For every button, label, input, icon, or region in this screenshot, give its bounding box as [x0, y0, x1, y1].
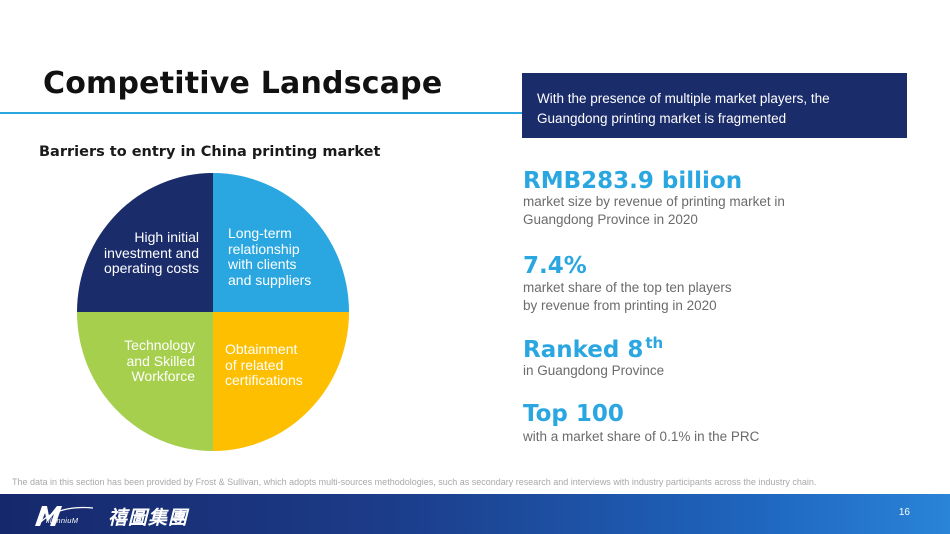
pie-label-technology: Technology and Skilled Workforce — [124, 337, 195, 384]
barriers-pie-chart — [77, 173, 349, 451]
pie-segment-certifications — [213, 312, 349, 451]
page-number: 16 — [898, 507, 910, 518]
stat-ranking-ordinal: th — [645, 334, 664, 352]
title-underline — [0, 112, 522, 114]
logo-chinese-name: 禧圖集團 — [108, 508, 189, 529]
pie-segment-investment — [77, 173, 213, 312]
pie-label-investment: High initial investment and operating co… — [104, 229, 199, 276]
footer-bar — [0, 494, 950, 534]
pie-label-relationship: Long-term relationship with clients and … — [228, 225, 312, 288]
source-note: The data in this section has been provid… — [12, 477, 817, 487]
stat-market-size-desc: market size by revenue of printing marke… — [523, 194, 785, 227]
stat-ranking-desc: in Guangdong Province — [523, 363, 665, 378]
page-title: Competitive Landscape — [43, 66, 443, 101]
stat-top-desc: with a market share of 0.1% in the PRC — [523, 429, 760, 444]
pie-segment-relationship — [213, 173, 349, 312]
stat-market-size-value: RMB283.9 billion — [523, 168, 743, 194]
logo-wordmark: illenniuM — [46, 516, 79, 525]
stat-market-share-value: 7.4% — [523, 253, 587, 279]
callout-box: With the presence of multiple market pla… — [522, 73, 907, 138]
pie-label-certifications: Obtainment of related certifications — [225, 341, 303, 388]
barriers-heading: Barriers to entry in China printing mark… — [39, 144, 381, 160]
stat-market-share-desc: market share of the top ten players by r… — [523, 280, 732, 313]
millennium-logo-icon — [35, 506, 94, 526]
stat-top-value: Top 100 — [523, 401, 624, 427]
pie-segment-technology — [77, 312, 213, 451]
